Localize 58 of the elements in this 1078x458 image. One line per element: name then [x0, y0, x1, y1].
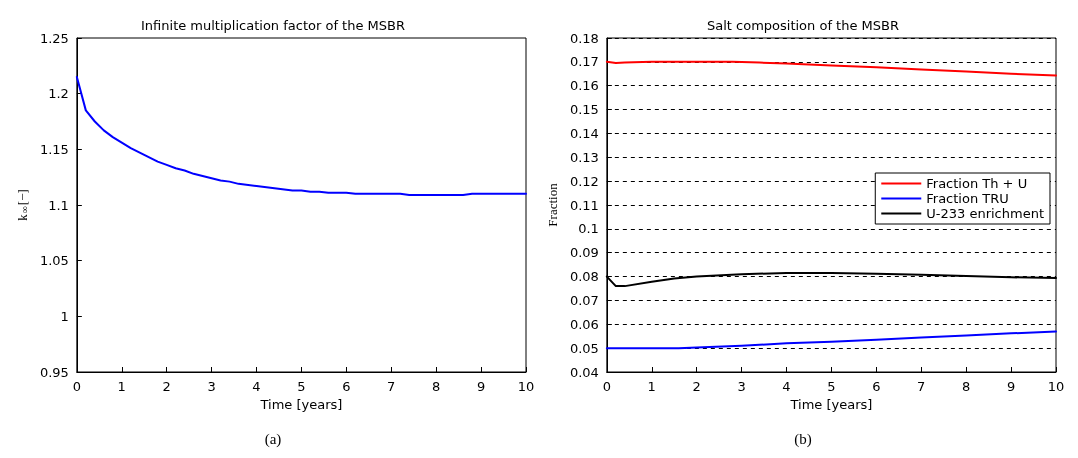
- y-axis-title: Fraction: [545, 182, 560, 227]
- x-tick-label: 3: [737, 379, 746, 394]
- y-tick-label: 1.05: [39, 253, 69, 269]
- y-tick-label: 0.1: [578, 221, 599, 237]
- y-tick-label: 0.17: [569, 54, 599, 70]
- text: (b): [794, 430, 812, 448]
- x-tick-label: 10: [517, 379, 535, 394]
- line-series: [605, 330, 1057, 350]
- y-tick-label: 0.15: [569, 102, 599, 118]
- x-tick-label: 10: [1047, 379, 1065, 394]
- x-tick-label: 4: [252, 379, 261, 394]
- chart-title: Infinite multiplication factor of the MSBR: [141, 18, 405, 33]
- x-tick-label: 7: [387, 379, 396, 394]
- y-tick-label: 1: [60, 308, 69, 324]
- x-tick-label: 2: [162, 379, 171, 394]
- y-tick-label: 0.07: [569, 292, 599, 308]
- x-tick-label: 7: [917, 379, 926, 394]
- legend-label: U‑233 enrichment: [926, 206, 1044, 221]
- x-tick-label: 5: [827, 379, 836, 394]
- legend-label: Fraction Th + U: [926, 176, 1028, 191]
- x-tick-label: 0: [72, 379, 81, 394]
- x-tick-label: 9: [1006, 379, 1016, 394]
- x-tick-label: 5: [297, 379, 306, 394]
- y-tick-label: 0.05: [569, 340, 599, 356]
- x-tick-label: 1: [647, 379, 656, 394]
- y-tick-label: 0.06: [569, 316, 599, 332]
- legend-label: Fraction TRU: [926, 191, 1009, 206]
- y-tick-label: 0.09: [569, 245, 599, 261]
- chart-title: Salt composition of the MSBR: [707, 18, 899, 33]
- y-tick-label: 1.1: [48, 197, 69, 213]
- x-tick-label: 6: [872, 379, 881, 394]
- x-tick-label: 2: [692, 379, 701, 394]
- y-tick-label: 0.95: [39, 364, 69, 380]
- x-tick-label: 0: [602, 379, 611, 394]
- y-tick-label: 0.12: [569, 173, 599, 189]
- x-tick-label: 3: [207, 379, 216, 394]
- x-tick-label: 4: [782, 379, 791, 394]
- y-tick-label: 0.11: [569, 197, 599, 213]
- x-tick-label: 8: [432, 379, 441, 394]
- y-tick-label: 1.2: [48, 86, 69, 102]
- y-tick-label: 0.08: [569, 269, 599, 285]
- x-axis-title: Time [years]: [259, 396, 343, 412]
- y-tick-label: 0.14: [569, 125, 599, 141]
- y-tick-label: 0.16: [569, 78, 599, 94]
- y-tick-label: 0.13: [569, 149, 599, 165]
- x-tick-label: 8: [962, 379, 971, 394]
- text: (a): [264, 430, 282, 448]
- x-tick-label: 9: [476, 379, 486, 394]
- y-axis-title: k∞[−]: [15, 189, 30, 221]
- y-tick-label: 1.25: [39, 30, 69, 46]
- x-tick-label: 6: [342, 379, 351, 394]
- x-axis-title: Time [years]: [789, 396, 873, 412]
- line-series: [605, 60, 1057, 77]
- x-tick-label: 1: [117, 379, 126, 394]
- y-tick-label: 0.04: [569, 364, 599, 380]
- line-series: [75, 75, 527, 196]
- y-tick-label: 1.15: [39, 141, 69, 157]
- y-tick-label: 0.18: [569, 30, 599, 46]
